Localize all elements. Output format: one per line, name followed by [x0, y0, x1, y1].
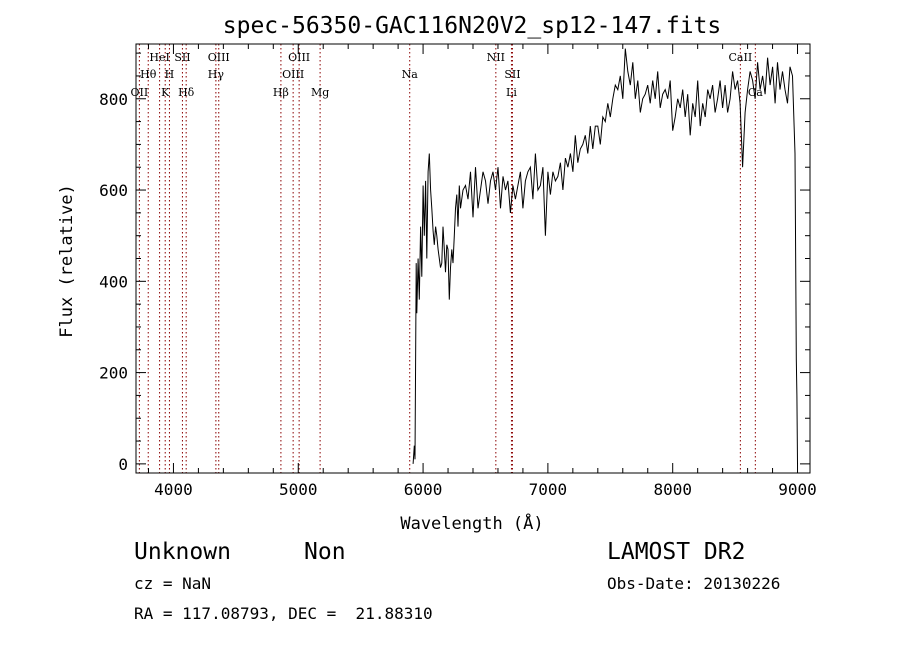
survey-name: LAMOST DR2: [607, 539, 746, 565]
line-marker-label-11: OIII: [288, 51, 310, 64]
x-tick-label: 8000: [653, 480, 692, 499]
line-marker-label-16: Li: [506, 86, 517, 99]
object-class: Unknown: [134, 539, 231, 565]
line-marker-label-14: NII: [487, 51, 505, 64]
emission-line-markers: [138, 44, 756, 473]
line-marker-label-0: OII: [131, 86, 149, 99]
line-marker-label-9: Hβ: [273, 86, 289, 99]
line-marker-label-13: Na: [402, 68, 419, 81]
ra-dec-coordinates: RA = 117.08793, DEC = 21.88310: [134, 604, 433, 623]
line-marker-label-8: Hγ: [208, 68, 225, 81]
redshift-cz: cz = NaN: [134, 574, 212, 593]
y-tick-label: 0: [118, 455, 128, 474]
y-tick-label: 600: [99, 181, 128, 200]
object-subclass: Non: [304, 539, 346, 565]
line-marker-label-3: K: [161, 86, 170, 99]
plot-frame: [135, 43, 811, 474]
line-marker-label-5: SII: [174, 51, 190, 64]
line-marker-label-7: OIII: [208, 51, 230, 64]
y-axis-label: Flux (relative): [57, 184, 77, 338]
x-axis-label: Wavelength (Å): [400, 512, 543, 534]
observation-date: Obs-Date: 20130226: [607, 574, 781, 593]
y-tick-label: 800: [99, 90, 128, 109]
line-marker-label-4: H: [165, 68, 175, 81]
line-marker-label-10: OIII: [282, 68, 304, 81]
x-tick-label: 4000: [154, 480, 193, 499]
axes: 4000 5000 6000 7000 8000 9000 0 200 400 600 800: [99, 44, 817, 499]
line-marker-label-12: Mg: [311, 86, 329, 99]
chart-title: spec-56350-GAC116N20V2_sp12-147.fits: [223, 13, 722, 39]
y-tick-label: 200: [99, 364, 128, 383]
spectrum-series-line: [412, 48, 798, 464]
x-tick-label: 9000: [778, 480, 817, 499]
line-marker-label-15: SII: [504, 68, 520, 81]
x-tick-label: 5000: [279, 480, 318, 499]
line-marker-label-1: Hθ: [140, 68, 157, 81]
x-tick-label: 7000: [529, 480, 568, 499]
emission-line-labels: OII Hθ HeI KH SII Hδ OIII Hγ Hβ OIII OIII Mg Na NII SI…: [131, 51, 764, 99]
line-marker-label-17: CaII: [729, 51, 753, 64]
x-tick-label: 6000: [404, 480, 443, 499]
y-tick-label: 400: [99, 272, 128, 291]
line-marker-label-6: Hδ: [178, 86, 195, 99]
line-marker-label-2: HeI: [149, 51, 169, 64]
